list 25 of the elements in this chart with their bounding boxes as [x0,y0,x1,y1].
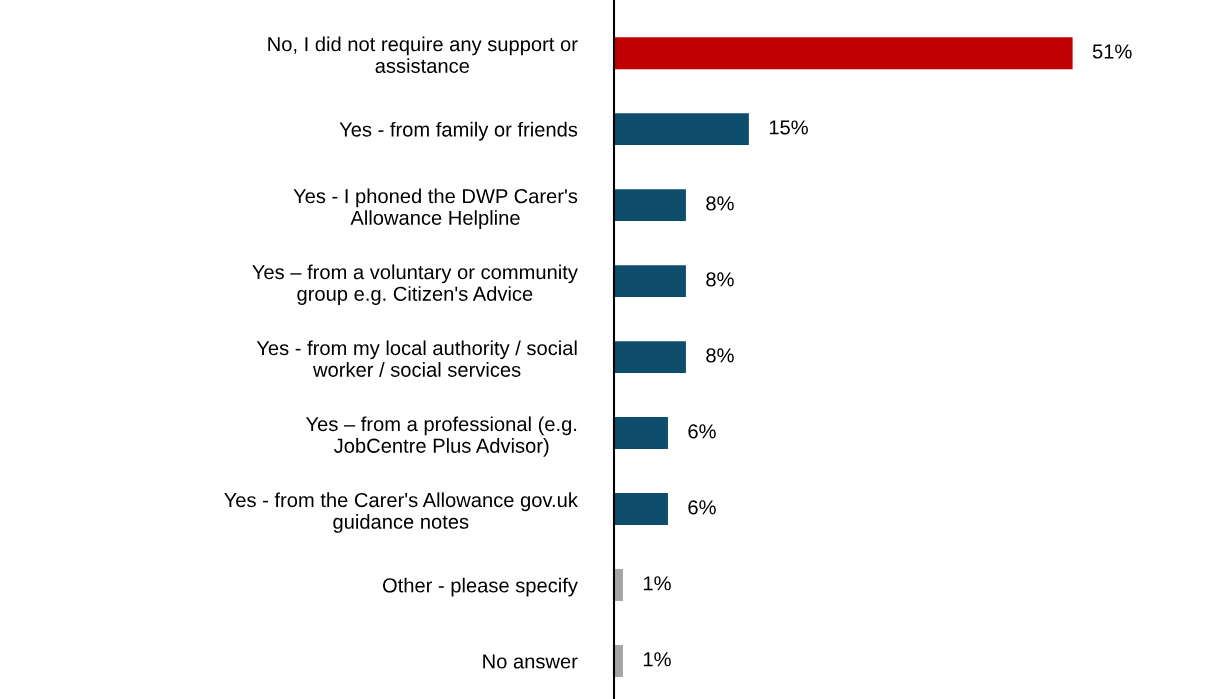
data-label: 15% [769,120,808,135]
bar [614,341,686,374]
y-tick-label: Yes - from the Carer's Allowance gov.uk guidance notes [224,492,578,533]
y-tick-label: Yes - from my local authority / social worker / social services [256,340,577,377]
data-label: 6% [688,500,716,515]
y-tick-label: No answer [483,654,578,669]
bar [614,265,686,298]
data-label: 8% [706,272,734,287]
data-label: 1% [643,576,671,591]
y-tick-label: Other - please specify [382,577,578,597]
bar [614,189,686,222]
y-tick-label: Yes – from a professional (e.g. JobCentre Plus Advisor) [305,416,577,457]
data-label: 8% [706,348,734,363]
data-label: 51% [1092,44,1132,59]
y-tick-label: Yes - I phoned the DWP Carer's Allowance Helpline [293,188,578,229]
y-tick-label: Yes - from family or friends [339,121,578,141]
bar [614,113,749,146]
bar [614,417,668,450]
data-label: 6% [688,424,716,439]
data-label: 1% [643,652,671,667]
y-tick-label: No, I did not require any support or assistance [268,36,578,73]
y-tick-label: Yes – from a voluntary or community group e.g. Citizen's Advice [252,264,578,305]
bar [614,493,668,526]
data-label: 8% [706,196,734,211]
bar [614,37,1073,70]
